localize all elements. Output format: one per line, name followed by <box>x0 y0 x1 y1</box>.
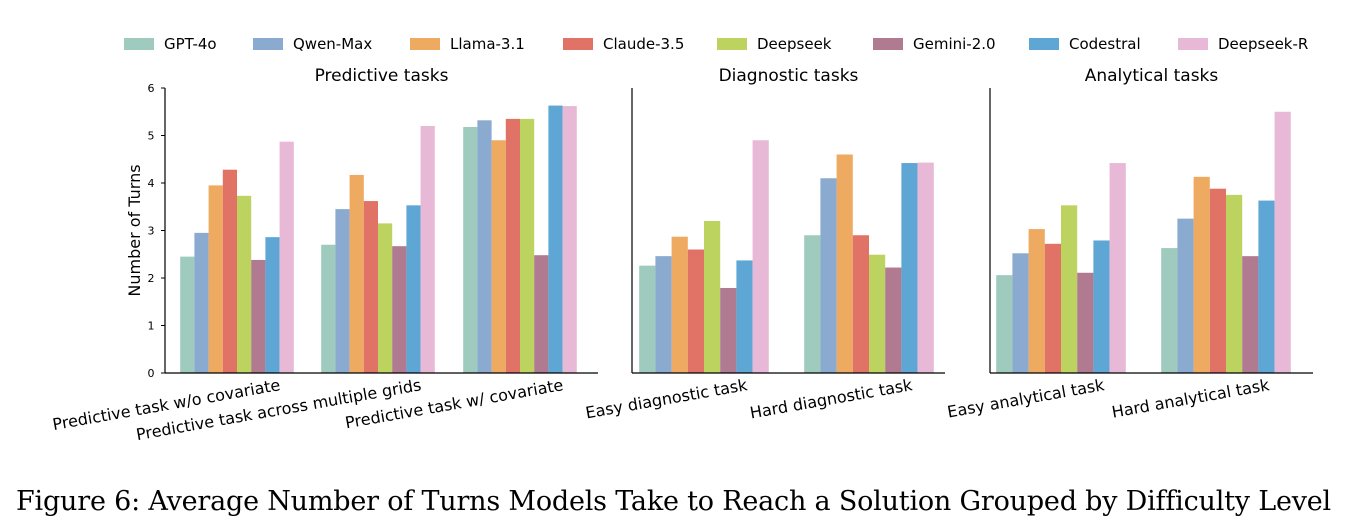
bar-predictive-1-deepseek-r <box>279 141 294 373</box>
bar-diagnostic-2-claude-3-5 <box>852 235 869 373</box>
bar-predictive-3-llama-3-1 <box>491 140 506 373</box>
x-tick-label-analytical-1: Easy analytical task <box>946 375 1107 421</box>
panel-title-predictive: Predictive tasks <box>315 66 449 86</box>
legend-label-5: Deepseek <box>757 35 832 53</box>
bar-analytical-2-llama-3-1 <box>1193 176 1210 373</box>
bar-predictive-2-claude-3-5 <box>363 201 378 373</box>
bar-diagnostic-1-codestral <box>736 260 753 373</box>
bar-predictive-1-qwen-max <box>194 232 209 374</box>
bar-predictive-1-gemini-2-0 <box>251 259 266 373</box>
legend-swatch-5 <box>717 38 747 50</box>
bar-analytical-2-qwen-max <box>1177 218 1194 374</box>
y-tick-label-3: 3 <box>148 225 155 238</box>
bar-predictive-2-llama-3-1 <box>349 174 364 373</box>
bar-analytical-1-qwen-max <box>1012 253 1029 373</box>
bar-predictive-1-llama-3-1 <box>208 185 223 374</box>
bar-diagnostic-2-gemini-2-0 <box>885 267 902 373</box>
panel-title-diagnostic: Diagnostic tasks <box>719 66 859 86</box>
y-tick-label-1: 1 <box>148 320 155 333</box>
legend-swatch-8 <box>1178 38 1208 50</box>
bar-predictive-3-codestral <box>548 105 563 373</box>
bar-analytical-2-codestral <box>1258 200 1275 373</box>
y-tick-label-2: 2 <box>148 272 155 285</box>
legend-swatch-2 <box>253 38 283 50</box>
bar-diagnostic-1-gpt-4o <box>639 265 656 373</box>
x-tick-label-analytical-2: Hard analytical task <box>1110 375 1271 422</box>
bar-analytical-2-gemini-2-0 <box>1242 256 1259 373</box>
bar-predictive-1-gpt-4o <box>180 256 195 374</box>
bar-diagnostic-1-llama-3-1 <box>671 236 688 373</box>
legend-swatch-6 <box>873 38 903 50</box>
legend-swatch-3 <box>410 38 440 50</box>
bar-diagnostic-1-gemini-2-0 <box>720 287 737 373</box>
bar-analytical-1-codestral <box>1093 240 1110 373</box>
chart-canvas: GPT-4o Qwen-Max Llama-3.1 Claude-3.5 Deepsee… <box>51 35 1313 444</box>
legend-swatch-1 <box>124 38 154 50</box>
bar-diagnostic-1-deepseek <box>704 221 721 373</box>
bar-diagnostic-2-deepseek-r <box>917 162 934 373</box>
bar-analytical-1-gemini-2-0 <box>1077 272 1094 373</box>
bar-diagnostic-1-claude-3-5 <box>687 249 704 373</box>
bar-predictive-2-qwen-max <box>335 209 350 373</box>
bar-predictive-2-gpt-4o <box>321 244 336 373</box>
bar-predictive-3-deepseek <box>520 118 535 373</box>
bar-predictive-2-deepseek-r <box>420 126 435 373</box>
bar-predictive-2-deepseek <box>378 223 393 374</box>
y-tick-label-0: 0 <box>148 367 155 380</box>
bar-predictive-1-claude-3-5 <box>222 169 237 373</box>
legend-label-8: Deepseek-R <box>1218 35 1308 53</box>
bar-predictive-3-qwen-max <box>477 120 492 373</box>
bar-diagnostic-2-gpt-4o <box>804 235 821 373</box>
bar-predictive-2-gemini-2-0 <box>392 246 407 373</box>
bar-diagnostic-2-llama-3-1 <box>836 154 853 373</box>
bar-diagnostic-2-deepseek <box>869 254 886 373</box>
bar-analytical-2-deepseek-r <box>1274 111 1291 373</box>
bar-diagnostic-2-qwen-max <box>820 178 837 373</box>
bar-predictive-2-codestral <box>406 205 421 373</box>
panel-title-analytical: Analytical tasks <box>1085 66 1219 86</box>
figure-caption: Figure 6: Average Number of Turns Models… <box>16 486 1331 517</box>
y-axis-label: Number of Turns <box>125 164 144 296</box>
bar-analytical-1-deepseek <box>1061 205 1078 373</box>
y-tick-label-5: 5 <box>148 130 155 143</box>
legend-label-2: Qwen-Max <box>293 35 372 53</box>
bar-diagnostic-2-codestral <box>901 163 918 373</box>
bar-predictive-3-gemini-2-0 <box>534 255 549 373</box>
bar-predictive-1-codestral <box>265 237 280 373</box>
legend-label-1: GPT-4o <box>164 35 217 53</box>
y-tick-label-4: 4 <box>148 177 155 190</box>
bar-diagnostic-1-qwen-max <box>655 256 672 373</box>
bar-analytical-2-gpt-4o <box>1161 248 1178 373</box>
bar-predictive-3-gpt-4o <box>463 126 478 373</box>
bar-analytical-2-deepseek <box>1226 194 1243 374</box>
legend-label-3: Llama-3.1 <box>450 35 525 53</box>
x-tick-label-diagnostic-2: Hard diagnostic task <box>748 375 914 422</box>
y-tick-label-6: 6 <box>148 82 155 95</box>
legend-swatch-4 <box>563 38 593 50</box>
bar-analytical-2-claude-3-5 <box>1209 188 1226 373</box>
bar-analytical-1-gpt-4o <box>996 275 1013 373</box>
bar-diagnostic-1-deepseek-r <box>752 140 769 373</box>
legend-label-6: Gemini-2.0 <box>913 35 996 53</box>
legend-label-4: Claude-3.5 <box>603 35 684 53</box>
legend-swatch-7 <box>1029 38 1059 50</box>
bar-predictive-3-deepseek-r <box>562 106 577 374</box>
x-tick-label-diagnostic-1: Easy diagnostic task <box>584 375 749 422</box>
bar-predictive-1-deepseek <box>237 195 252 373</box>
bar-predictive-3-claude-3-5 <box>505 118 520 373</box>
legend-label-7: Codestral <box>1069 35 1141 53</box>
bar-analytical-1-deepseek-r <box>1109 163 1126 373</box>
bar-analytical-1-llama-3-1 <box>1028 229 1045 373</box>
bar-analytical-1-claude-3-5 <box>1044 243 1061 373</box>
